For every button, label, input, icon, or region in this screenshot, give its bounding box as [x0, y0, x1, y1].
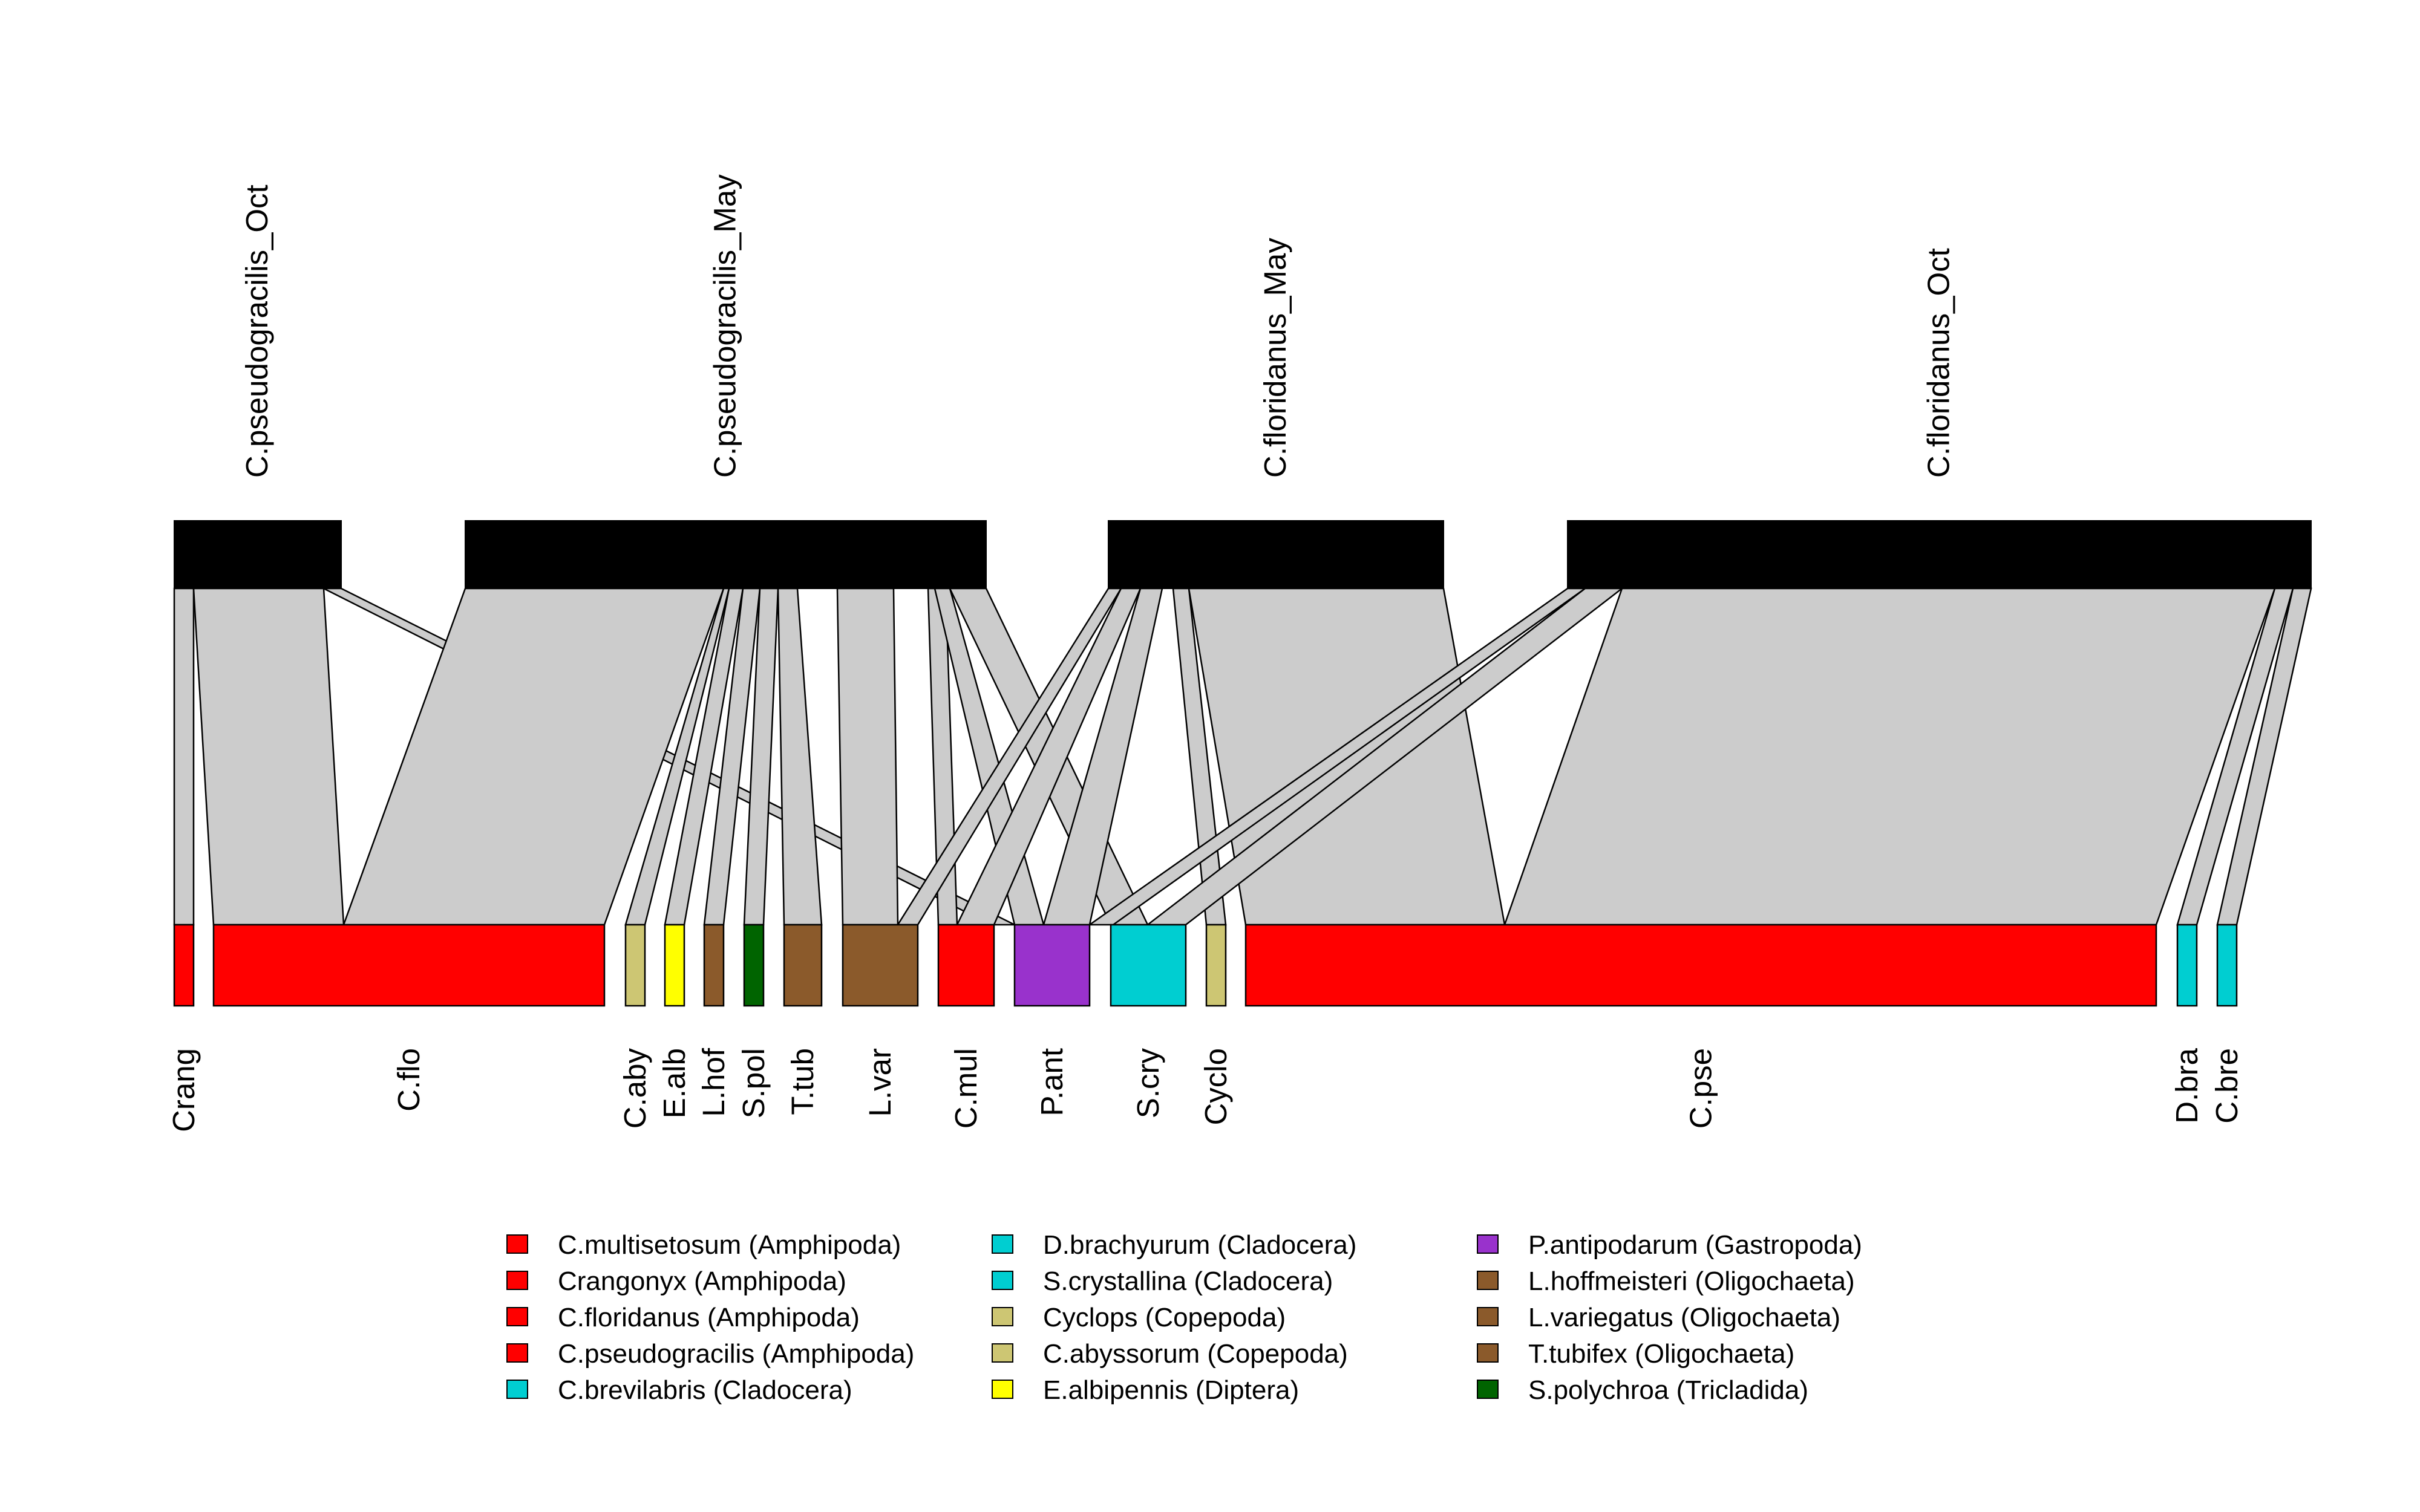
- legend-swatch: [1477, 1271, 1499, 1290]
- prey-label: C.flo: [391, 1048, 426, 1112]
- prey-label: E.alb: [657, 1048, 692, 1118]
- prey-label: L.hof: [696, 1048, 731, 1116]
- legend-swatch: [506, 1271, 528, 1290]
- legend-label: C.multisetosum (Amphipoda): [558, 1230, 901, 1260]
- feeding-links: [173, 587, 2312, 926]
- legend-swatch: [992, 1234, 1013, 1254]
- legend-swatch: [506, 1380, 528, 1399]
- predator-box: [174, 520, 342, 589]
- prey-label: C.bre: [2209, 1048, 2244, 1124]
- legend-label: S.polychroa (Tricladida): [1528, 1375, 1808, 1405]
- legend-label: L.variegatus (Oligochaeta): [1528, 1303, 1840, 1332]
- prey-box: [2176, 924, 2198, 1007]
- legend-label: C.abyssorum (Copepoda): [1043, 1339, 1348, 1369]
- legend-swatch: [1477, 1380, 1499, 1399]
- legend-swatch: [506, 1307, 528, 1326]
- legend-label: T.tubifex (Oligochaeta): [1528, 1339, 1794, 1369]
- predator-box: [1108, 520, 1444, 589]
- legend-label: C.brevilabris (Cladocera): [558, 1375, 852, 1405]
- legend-swatch: [992, 1380, 1013, 1399]
- legend-swatch: [506, 1343, 528, 1363]
- prey-label: C.pse: [1684, 1048, 1718, 1129]
- prey-box: [937, 924, 995, 1007]
- prey-box: [664, 924, 685, 1007]
- prey-box: [2216, 924, 2238, 1007]
- prey-label: L.var: [863, 1048, 897, 1116]
- link-C.pseudogracilis_May-L.var: [836, 587, 899, 926]
- prey-label: Cyclo: [1199, 1048, 1233, 1126]
- link-C.pseudogracilis_Oct-C.flo: [192, 587, 345, 926]
- prey-box: [703, 924, 725, 1007]
- prey-boxes: Crang C.flo C.aby E.alb L.hof S.pol T.tub L.var…: [166, 924, 2244, 1132]
- legend-swatch: [992, 1343, 1013, 1363]
- prey-label: Crang: [166, 1048, 201, 1132]
- prey-label: C.mul: [949, 1048, 983, 1129]
- predator-box: [465, 520, 987, 589]
- legend-label: C.pseudogracilis (Amphipoda): [558, 1339, 914, 1369]
- legend-label: P.antipodarum (Gastropoda): [1528, 1230, 1862, 1260]
- legend-label: L.hoffmeisteri (Oligochaeta): [1528, 1266, 1855, 1296]
- link-C.pseudogracilis_May-T.tub: [777, 587, 823, 926]
- prey-box: [842, 924, 919, 1007]
- predator-label: C.pseudogracilis_Oct: [240, 184, 274, 478]
- prey-label: C.aby: [618, 1048, 652, 1129]
- predator-label: C.floridanus_May: [1258, 238, 1292, 478]
- predator-label: C.pseudogracilis_May: [708, 174, 742, 478]
- prey-label: T.tub: [785, 1048, 820, 1115]
- legend-swatch: [1477, 1343, 1499, 1363]
- legend-swatch: [1477, 1307, 1499, 1326]
- legend-label: D.brachyurum (Cladocera): [1043, 1230, 1356, 1260]
- legend-swatch: [1477, 1234, 1499, 1254]
- legend-swatch: [992, 1307, 1013, 1326]
- prey-box: [783, 924, 823, 1007]
- link-C.floridanus_Oct-C.pse: [1503, 587, 2276, 926]
- predator-boxes: C.pseudogracilis_Oct C.pseudogracilis_May…: [174, 174, 2312, 589]
- prey-box: [1244, 924, 2157, 1007]
- legend-label: Cyclops (Copepoda): [1043, 1303, 1286, 1332]
- prey-box: [1110, 924, 1187, 1007]
- prey-label: P.ant: [1035, 1048, 1069, 1116]
- predator-box: [1567, 520, 2312, 589]
- prey-box: [173, 924, 195, 1007]
- legend: C.multisetosum (Amphipoda) Crangonyx (Amp…: [506, 1230, 1862, 1405]
- prey-label: D.bra: [2170, 1048, 2204, 1123]
- prey-box: [212, 924, 606, 1007]
- legend-label: E.albipennis (Diptera): [1043, 1375, 1299, 1405]
- prey-box: [1013, 924, 1091, 1007]
- prey-box: [743, 924, 765, 1007]
- legend-swatch: [506, 1234, 528, 1254]
- prey-label: S.cry: [1131, 1048, 1165, 1119]
- prey-box: [624, 924, 646, 1007]
- legend-label: Crangonyx (Amphipoda): [558, 1266, 846, 1296]
- prey-box: [1205, 924, 1227, 1007]
- predator-label: C.floridanus_Oct: [1921, 248, 1956, 478]
- legend-swatch: [992, 1271, 1013, 1290]
- link-C.pseudogracilis_Oct-Crang: [173, 587, 195, 926]
- legend-label: S.crystallina (Cladocera): [1043, 1266, 1333, 1296]
- prey-label: S.pol: [736, 1048, 771, 1118]
- legend-label: C.floridanus (Amphipoda): [558, 1303, 860, 1332]
